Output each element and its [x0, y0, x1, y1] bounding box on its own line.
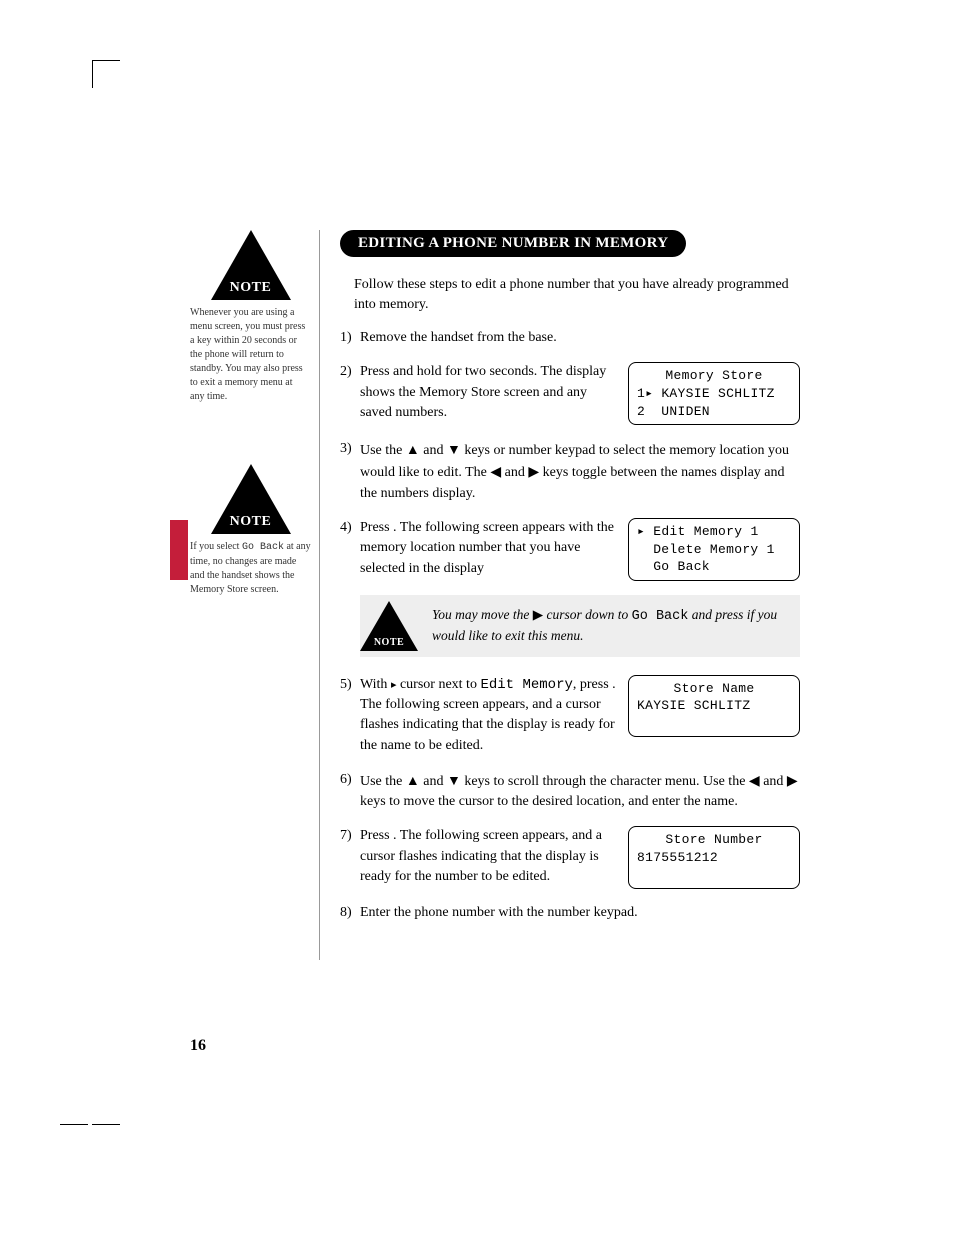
lcd2-l1: ▸ Edit Memory 1	[637, 523, 791, 541]
lcd1-title: Memory Store	[637, 367, 791, 385]
lcd1-l1: 1▸ KAYSIE SCHLITZ	[637, 385, 791, 403]
step-8-text: Enter the phone number with the number k…	[360, 905, 638, 920]
in-mono: Go Back	[632, 609, 689, 624]
step-7-text: Press . The following screen appears, an…	[360, 826, 616, 887]
right-arrow-icon: ▶	[528, 463, 539, 479]
step-3: Use the ▲ and ▼ keys or number keypad to…	[340, 439, 800, 504]
step-1-text: Remove the handset from the base.	[360, 330, 557, 345]
s3d: and	[501, 465, 528, 480]
note-label: NOTE	[230, 280, 272, 296]
right-arrow-icon: ▶	[787, 772, 798, 788]
s3a: Use the	[360, 443, 406, 458]
inline-note-callout: NOTE You may move the ▶ cursor down to G…	[360, 595, 800, 657]
step-8: Enter the phone number with the number k…	[340, 903, 800, 923]
note-label: NOTE	[230, 514, 272, 530]
section-heading: EDITING A PHONE NUMBER IN MEMORY	[340, 230, 686, 257]
step-7: Press . The following screen appears, an…	[340, 826, 800, 889]
steps-list-cont: With ▸ cursor next to Edit Memory, press…	[340, 675, 800, 924]
step-2: Press and hold for two seconds. The disp…	[340, 362, 800, 425]
note-triangle-icon: NOTE	[211, 230, 291, 300]
sidebar-note-1-text: Whenever you are using a menu screen, yo…	[190, 306, 311, 404]
up-arrow-icon: ▲	[406, 772, 420, 788]
lcd3-title: Store Name	[637, 680, 791, 698]
step-5-text: With ▸ cursor next to Edit Memory, press…	[360, 675, 616, 756]
lcd-edit-memory: ▸ Edit Memory 1 Delete Memory 1 Go Back	[628, 518, 800, 581]
lcd3-l1: KAYSIE SCHLITZ	[637, 697, 791, 715]
up-arrow-icon: ▲	[406, 441, 420, 457]
step-5: With ▸ cursor next to Edit Memory, press…	[340, 675, 800, 756]
s6b: and	[420, 774, 447, 789]
note-triangle-icon: NOTE	[211, 464, 291, 534]
lcd3-l2	[637, 715, 791, 733]
main-content: EDITING A PHONE NUMBER IN MEMORY Follow …	[340, 230, 800, 923]
crop-mark-bl	[92, 1105, 120, 1125]
s5a: With	[360, 677, 391, 692]
step-4: Press . The following screen appears wit…	[340, 518, 800, 581]
step-6: Use the ▲ and ▼ keys to scroll through t…	[340, 770, 800, 813]
left-arrow-icon: ◀	[749, 772, 760, 788]
inline-note-text: You may move the ▶ cursor down to Go Bac…	[432, 606, 790, 646]
note-label: NOTE	[374, 637, 404, 648]
steps-list: Remove the handset from the base. Press …	[340, 328, 800, 580]
left-arrow-icon: ◀	[490, 463, 501, 479]
lcd-store-number: Store Number8175551212	[628, 826, 800, 889]
red-margin-tab	[170, 520, 188, 580]
s6e: keys to move the cursor to the desired l…	[360, 794, 738, 809]
s6d: and	[760, 774, 787, 789]
down-arrow-icon: ▼	[447, 772, 461, 788]
lcd1-l2: 2 UNIDEN	[637, 403, 791, 421]
down-arrow-icon: ▼	[447, 441, 461, 457]
lcd-store-name: Store NameKAYSIE SCHLITZ	[628, 675, 800, 738]
s5mono: Edit Memory	[480, 677, 572, 693]
note-triangle-icon: NOTE	[360, 601, 418, 651]
step-4-text: Press . The following screen appears wit…	[360, 518, 616, 579]
lcd2-l3: Go Back	[637, 558, 791, 576]
page-number: 16	[190, 1037, 206, 1055]
s5b: cursor next to	[396, 677, 480, 692]
lcd-memory-store: Memory Store1▸ KAYSIE SCHLITZ2 UNIDEN	[628, 362, 800, 425]
note2-pre: If you select	[190, 541, 242, 552]
sidebar-notes-column: NOTE Whenever you are using a menu scree…	[190, 230, 320, 960]
s3b: and	[420, 443, 447, 458]
crop-mark-bl2	[60, 1113, 88, 1125]
s6c: keys to scroll through the character men…	[461, 774, 749, 789]
intro-paragraph: Follow these steps to edit a phone numbe…	[340, 275, 800, 314]
note2-mono: Go Back	[242, 542, 284, 553]
lcd4-title: Store Number	[637, 831, 791, 849]
in-a: You may move the	[432, 607, 533, 622]
lcd4-l2	[637, 867, 791, 885]
step-2-text: Press and hold for two seconds. The disp…	[360, 362, 616, 423]
lcd4-l1: 8175551212	[637, 849, 791, 867]
s6a: Use the	[360, 774, 406, 789]
right-arrow-icon: ▶	[533, 607, 543, 622]
sidebar-note-2-text: If you select Go Back at any time, no ch…	[190, 540, 311, 597]
crop-mark-tl	[92, 60, 120, 88]
in-b: cursor down to	[543, 607, 632, 622]
step-1: Remove the handset from the base.	[340, 328, 800, 348]
lcd2-l2: Delete Memory 1	[637, 541, 791, 559]
